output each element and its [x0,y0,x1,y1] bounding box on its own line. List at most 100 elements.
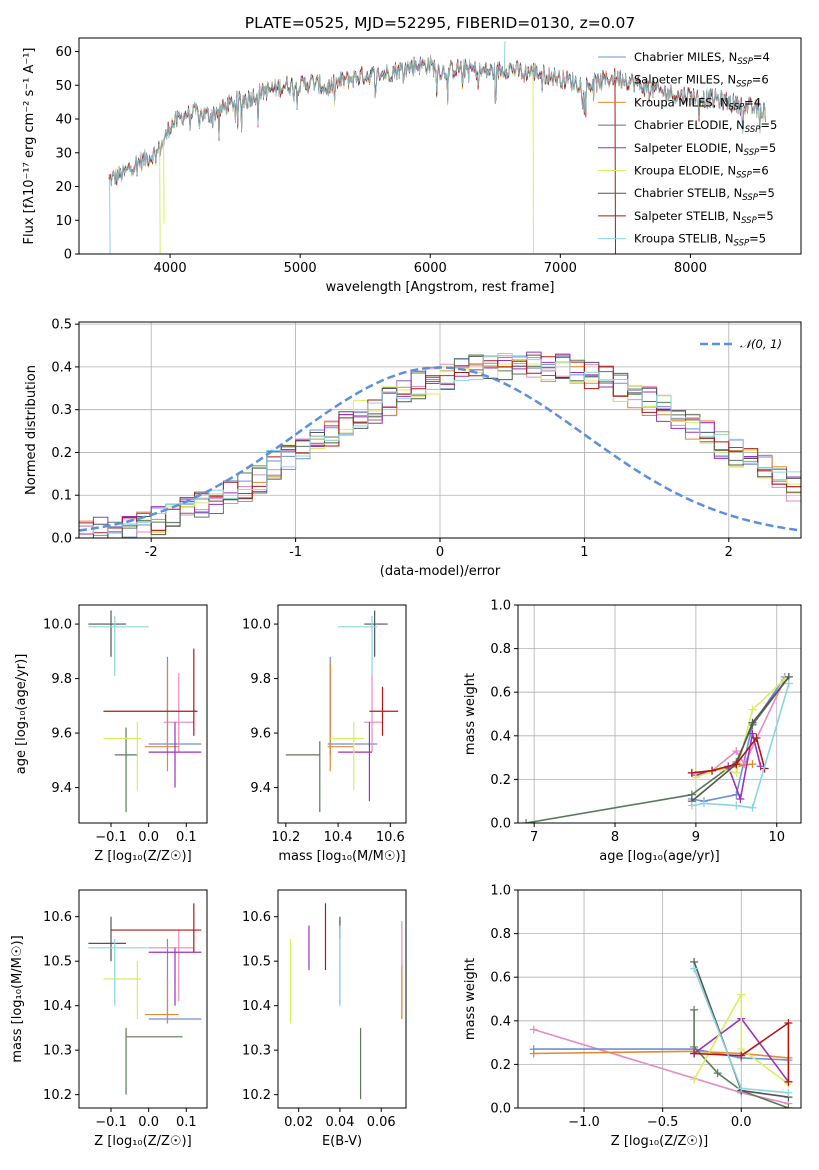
x-axis-label: Z [log₁₀(Z/Z☉)] [94,1134,191,1149]
marker-salpeter-stelib [752,733,761,742]
y-tick-label: 9.8 [250,672,271,687]
marker-kroupa-elodie [737,990,746,999]
y-tick-label: 60 [55,45,72,60]
marker-salpeter-stelib [687,768,696,777]
age_vs_mass-plot-area [285,610,399,813]
x-tick-label: 10.2 [271,830,300,845]
line-chabrier-stelib [691,676,790,802]
spectrum-feature [532,71,535,254]
y-tick-label: 50 [55,79,72,94]
x-tick-label: -2 [145,545,158,560]
marker-chabrier-elodie [690,1005,699,1014]
y-tick-label: 20 [55,180,72,195]
legend-label-chabrier-elodie: Chabrier ELODIE, NSSP=5 [634,118,777,135]
marker-kroupa-stelib [784,679,793,688]
massweight_vs_Z-plot-area [529,957,793,1108]
marker-kroupa-stelib [699,799,708,808]
x-tick-label: 8000 [674,261,707,276]
histogram-salpeter-stelib [79,356,801,538]
marker-kroupa-stelib [737,1084,746,1093]
line-kroupa-miles [533,1050,789,1059]
spectrum-legend: Chabrier MILES, NSSP=4 Salpeter MILES, NS… [598,50,777,249]
errorbar-salpeter-stelib [111,903,202,953]
y-tick-label: 10.5 [43,955,72,970]
errorbar-kroupa-stelib [338,615,378,676]
x-tick-label: 0.02 [284,1115,313,1130]
y-tick-label: 9.4 [250,781,271,796]
legend-label-normal: 𝒩(0, 1) [740,337,782,351]
errorbar-salpeter-miles [148,930,194,1002]
massweight_vs_Z-frame [517,889,802,1109]
errorbar-chabrier-elodie [285,741,321,813]
spectrum-feature [109,179,111,254]
errorbar-kroupa-miles [144,662,179,772]
marker-salpeter-miles [732,747,741,756]
errorbar-salpeter-miles [364,673,383,753]
residuals-legend: 𝒩(0, 1) [700,337,782,351]
errorbar-salpeter-elodie [338,722,373,802]
marker-chabrier-stelib [748,718,757,727]
legend-label-salpeter-miles: Salpeter MILES, NSSP=6 [634,73,769,90]
x-tick-label: 7000 [544,261,577,276]
y-tick-label: 10.3 [242,1044,271,1059]
plot-layer: 4000 5000 6000 7000 80000102030405060wavelen… [10,37,802,1149]
residuals-axes: -2 -1 0 1 2 0.0 0.1 0.2 0.3 0.4 0.5 (data-model)/er… [24,318,801,579]
y-tick-label: 1.0 [490,884,511,899]
mass_vs_EBV-plot-area [289,903,403,1100]
mass_vs_Z-frame [78,889,208,1109]
x-tick-label: 1 [580,545,588,560]
spectrum-line-kroupa-stelib [108,56,766,187]
marker-salpeter-elodie [748,729,757,738]
x-tick-label: 0.04 [325,1115,354,1130]
marker-kroupa-stelib [690,964,699,973]
y-tick-label: 10.6 [242,910,271,925]
y-tick-label: 9.6 [250,727,271,742]
y-tick-label: 9.8 [51,672,72,687]
y-tick-label: 0 [64,248,72,263]
x-axis-label: Z [log₁₀(Z/Z☉)] [94,849,191,864]
x-axis-label: Z [log₁₀(Z/Z☉)] [611,1134,708,1149]
errorbar-salpeter-miles [163,673,194,753]
y-tick-label: 0.8 [490,927,511,942]
errorbar-salpeter-elodie [148,722,202,788]
y-axis-label: Normed distribution [24,365,39,495]
age_vs_Z-axes: −0.1 0.0 0.1 9.4 9.6 9.8 10.0 Z [log₁₀(Z/Z☉)] ag… [14,618,197,864]
x-tick-label: 10.4 [324,830,353,845]
line-chabrier-miles [533,1048,789,1061]
y-tick-label: 0.6 [490,971,511,986]
age_vs_Z-frame [78,604,208,824]
marker-kroupa-elodie [691,773,700,782]
y-tick-label: 0.4 [51,360,72,375]
errorbar-chabrier-elodie [125,1027,183,1095]
y-tick-label: 0.0 [490,1102,511,1117]
y-tick-label: 0.2 [490,1058,511,1073]
marker-salpeter-elodie [736,795,745,804]
errorbar-kroupa-elodie [103,722,142,791]
y-axis-label: mass weight [463,958,478,1040]
spectrum-feature [614,78,616,254]
marker-chabrier-elodie [522,819,531,823]
errorbar-kroupa-miles [144,978,179,1024]
massweight_vs_Z-axes: −1.0 −0.5 0.0 0.0 0.2 0.4 0.6 0.8 1.0 Z [log₁₀(Z/… [463,884,801,1149]
marker-kroupa-stelib [784,1088,793,1097]
marker-salpeter-stelib [732,760,741,769]
errorbar-chabrier-stelib [364,610,388,657]
age_vs_Z-plot-area [88,610,202,813]
marker-kroupa-elodie [732,768,741,777]
errorbar-chabrier-elodie [114,727,138,813]
line-kroupa-elodie [695,678,786,778]
y-tick-label: 10.0 [242,618,271,633]
spectrum-plot-area [108,41,766,254]
y-tick-label: 10.3 [43,1044,72,1059]
mass_vs_Z-plot-area [88,903,202,1095]
x-tick-label: 0.0 [731,1115,752,1130]
x-tick-label: -1 [289,545,302,560]
x-tick-label: 8 [611,830,619,845]
errorbar-chabrier-stelib [88,916,127,962]
errorbar-kroupa-miles [327,662,354,772]
y-tick-label: 0.0 [51,532,72,547]
marker-chabrier-elodie [784,1104,793,1108]
y-tick-label: 10.6 [43,910,72,925]
x-axis-label: E(B-V) [322,1134,362,1149]
x-tick-label: 6000 [414,261,447,276]
